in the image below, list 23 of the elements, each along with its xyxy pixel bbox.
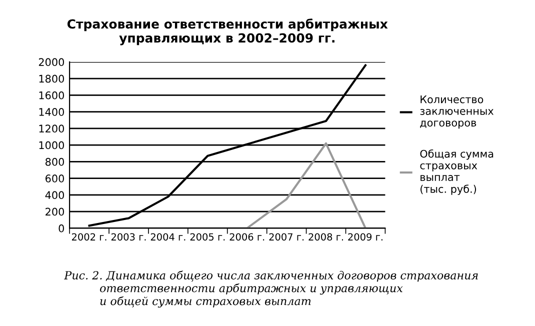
y-tick-label: 2000 [38,58,64,66]
y-tick-label: 1400 [39,108,64,116]
text: Рис. 2. Динамика общего числа заключенных договоров страхования ответственности арбитражных и управляющих и общей суммы страховых выплат [64,270,478,308]
y-tick-label: 1200 [39,124,64,133]
y-tick-label: 400 [45,191,64,200]
y-tick-label: 0 [58,224,64,232]
y-tick-label: 1600 [39,91,64,100]
y-tick-label: 200 [46,208,64,216]
chart-title: Страхование ответственности арбитражных управляющих в 2002–2009 гг. [67,18,388,46]
x-tick-label: 2007 г. [269,233,304,241]
x-tick-label: 2002 г. [72,233,106,241]
y-tick-label: 1800 [39,74,64,83]
x-tick-label: 2008 г. [308,233,343,241]
legend-label: Общая сумма страховых выплат (тыс. руб.) [420,149,494,195]
x-tick-label: 2006 г. [230,233,264,241]
y-tick-label: 1000 [39,141,64,150]
x-tick-label: 2009 г. [348,233,382,241]
x-tick-label: 2004 г. [150,233,186,241]
x-tick-label: 2005 г. [190,233,225,241]
x-tick-label: 2003 г. [111,233,146,241]
y-tick-label: 800 [46,158,64,166]
legend-label: Количество заключенных договоров [420,96,494,129]
y-tick-label: 600 [46,174,64,182]
